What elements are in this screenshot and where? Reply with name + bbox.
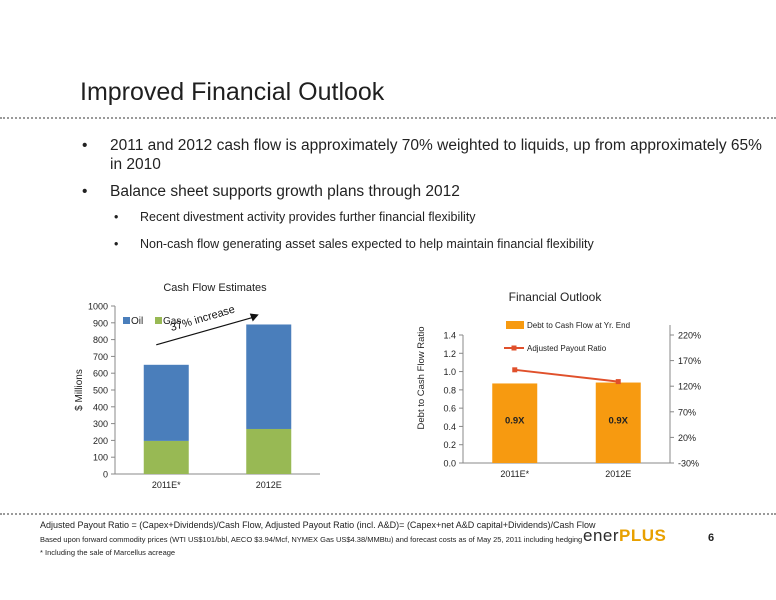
growth-annotation: 37% increase — [169, 304, 236, 334]
y-tick-label: 200 — [93, 436, 108, 446]
sub-bullet-item: • Recent divestment activity provides fur… — [82, 209, 762, 225]
y-tick-label: 1000 — [88, 302, 108, 312]
footnote-payout: Adjusted Payout Ratio = (Capex+Dividends… — [40, 520, 596, 530]
y-tick-label: 400 — [93, 402, 108, 412]
bullet-text: Balance sheet supports growth plans thro… — [110, 183, 460, 200]
y-tick-label: 900 — [93, 318, 108, 328]
bullet-marker: • — [114, 210, 119, 224]
bullet-list: • 2011 and 2012 cash flow is approximatel… — [82, 136, 762, 263]
sub-bullet-text: Non-cash flow generating asset sales exp… — [140, 237, 594, 251]
bar-debt-to-cash-flow — [595, 382, 641, 463]
y-tick-label: 600 — [93, 369, 108, 379]
bullet-item: • Balance sheet supports growth plans thr… — [82, 182, 762, 201]
y-tick-label: 0.0 — [443, 459, 456, 469]
page-number: 6 — [708, 532, 715, 544]
y-tick-label: 800 — [93, 335, 108, 345]
y-tick-label: 0.6 — [443, 404, 456, 414]
payout-ratio-point — [615, 379, 621, 385]
y-tick-label: 0.4 — [443, 422, 456, 432]
enerplus-logo: enerPLUS — [583, 526, 666, 546]
footer-divider — [0, 513, 776, 515]
legend-swatch — [123, 317, 130, 324]
y-tick-label: 0 — [103, 470, 108, 480]
bullet-marker: • — [114, 237, 119, 251]
bullet-marker: • — [82, 183, 88, 200]
chart-title: Cash Flow Estimates — [163, 282, 267, 294]
sub-bullet-text: Recent divestment activity provides furt… — [140, 210, 476, 224]
y-tick-label: 0.8 — [443, 385, 456, 395]
bullet-item: • 2011 and 2012 cash flow is approximatel… — [82, 136, 762, 174]
legend-label: Gas — [163, 316, 181, 327]
bar-oil — [143, 364, 189, 441]
bar-data-label: 0.9X — [608, 415, 628, 426]
y-tick-label: 300 — [93, 419, 108, 429]
chart-title: Financial Outlook — [509, 290, 603, 304]
y-tick-label: 1.0 — [443, 367, 456, 377]
legend-marker-payout — [511, 345, 517, 351]
legend-swatch — [155, 317, 162, 324]
y-tick-label: 100 — [93, 453, 108, 463]
y-axis-label: Debt to Cash Flow Ratio — [416, 327, 427, 430]
cash-flow-chart: Cash Flow Estimates $ Millions 0 100 200 300 4… — [74, 282, 320, 490]
y-tick-label: 1.4 — [443, 331, 456, 341]
legend-swatch-debt — [506, 321, 524, 329]
y-tick-label: 1.2 — [443, 349, 456, 359]
bar-oil — [246, 324, 292, 429]
logo-text-plus: PLUS — [619, 526, 667, 545]
footnote-pricing: Based upon forward commodity prices (WTI… — [40, 535, 583, 544]
x-tick-label: 2011E* — [500, 469, 529, 479]
x-tick-label: 2011E* — [152, 480, 181, 490]
y2-tick-label: 70% — [678, 407, 696, 417]
payout-ratio-point — [512, 367, 518, 373]
title-divider — [0, 117, 776, 119]
y-tick-label: 0.2 — [443, 440, 456, 450]
legend-label: Adjusted Payout Ratio — [527, 344, 607, 353]
y-tick-label: 700 — [93, 352, 108, 362]
y2-tick-label: 120% — [678, 382, 701, 392]
sub-bullet-item: • Non-cash flow generating asset sales ex… — [82, 236, 762, 252]
payout-ratio-line — [514, 368, 619, 383]
growth-arrowhead — [249, 313, 259, 322]
footnote-marcellus: * Including the sale of Marcellus acreag… — [40, 548, 176, 557]
bullet-text: 2011 and 2012 cash flow is approximately… — [110, 137, 762, 173]
y2-tick-label: 220% — [678, 331, 701, 341]
bar-debt-to-cash-flow — [492, 383, 538, 463]
y2-tick-label: 20% — [678, 433, 696, 443]
legend-label: Debt to Cash Flow at Yr. End — [527, 321, 630, 330]
x-tick-label: 2012E — [256, 480, 282, 490]
logo-text-ener: ener — [583, 526, 620, 545]
y-axis-label: $ Millions — [74, 369, 85, 411]
financial-outlook-chart: Financial Outlook Debt to Cash Flow Ratio… — [416, 290, 701, 479]
legend-label: Oil — [131, 316, 143, 327]
bullet-marker: • — [82, 137, 88, 154]
bar-data-label: 0.9X — [505, 415, 525, 426]
y2-tick-label: 170% — [678, 356, 701, 366]
bar-gas — [246, 428, 292, 474]
y-tick-label: 500 — [93, 386, 108, 396]
x-tick-label: 2012E — [605, 469, 631, 479]
bar-gas — [143, 440, 189, 474]
growth-arrow-line — [156, 316, 253, 346]
y2-tick-label: -30% — [678, 459, 699, 469]
page-title: Improved Financial Outlook — [80, 78, 385, 106]
